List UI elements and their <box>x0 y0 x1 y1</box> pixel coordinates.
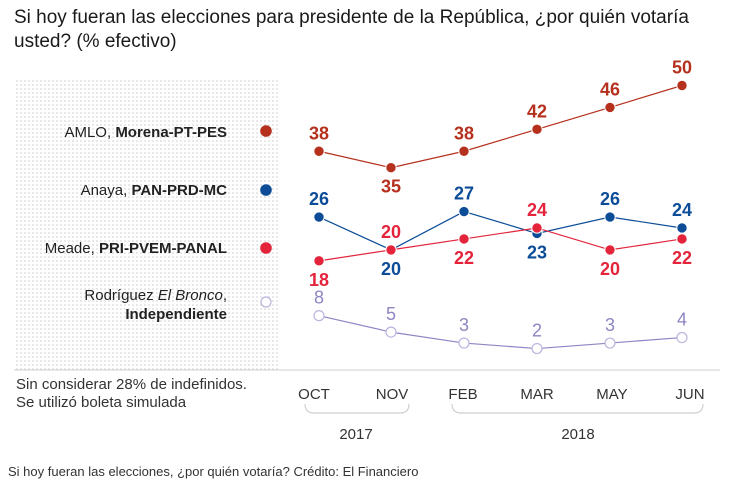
data-point-meade[interactable] <box>604 244 616 256</box>
series-line-anaya <box>318 210 683 251</box>
data-point-anaya[interactable] <box>676 222 688 234</box>
data-point-bronco[interactable] <box>531 342 543 355</box>
image-caption: Si hoy fueran las elecciones, ¿por quién… <box>8 464 419 479</box>
data-point-amlo[interactable] <box>313 145 325 157</box>
legend-background <box>14 80 278 370</box>
legend-item-amlo: AMLO, Morena-PT-PES <box>64 123 227 142</box>
data-label-meade: 18 <box>309 270 329 290</box>
data-point-amlo[interactable] <box>676 79 688 92</box>
data-label-meade: 22 <box>672 248 692 268</box>
data-label-amlo: 38 <box>454 123 474 143</box>
legend-meade-name: Meade, <box>44 240 99 257</box>
legend-amlo-party: Morena-PT-PES <box>115 124 227 141</box>
data-point-bronco[interactable] <box>604 337 616 349</box>
data-label-anaya: 26 <box>309 189 329 209</box>
data-label-amlo: 46 <box>600 79 620 99</box>
footnote-line-1: Sin considerar 28% de indefinidos. <box>16 376 247 393</box>
legend-item-meade: Meade, PRI-PVEM-PANAL <box>45 239 227 258</box>
legend-marker-bronco <box>260 296 272 308</box>
year-label-2017: 2017 <box>339 426 373 443</box>
legend-anaya-name: Anaya, <box>80 182 132 199</box>
legend-bronco-party: Independiente <box>125 306 227 323</box>
data-point-amlo[interactable] <box>531 123 543 136</box>
footnote-line-2: Se utilizó boleta simulada <box>16 394 187 411</box>
legend-anaya-party: PAN-PRD-MC <box>131 182 227 199</box>
series-line-bronco <box>318 315 683 350</box>
data-label-meade: 24 <box>527 200 547 220</box>
footnote: Sin considerar 28% de indefinidos. Se ut… <box>16 376 247 412</box>
x-tick-label: FEB <box>448 386 478 403</box>
series-line-meade <box>318 227 683 262</box>
data-label-meade: 20 <box>600 259 620 279</box>
x-tick-label: MAR <box>520 386 554 403</box>
legend-markers <box>260 125 272 308</box>
data-label-amlo: 35 <box>381 177 401 197</box>
chart-title: Si hoy fueran las elecciones para presid… <box>14 7 689 52</box>
data-label-bronco: 8 <box>314 288 324 308</box>
data-point-bronco[interactable] <box>385 326 397 338</box>
legend-marker-meade <box>260 242 272 254</box>
legend-bronco-name: Rodríguez <box>84 287 158 304</box>
data-label-bronco: 2 <box>532 321 542 341</box>
data-label-amlo: 50 <box>672 58 692 78</box>
data-point-bronco[interactable] <box>458 337 470 349</box>
legend-meade-party: PRI-PVEM-PANAL <box>98 240 227 257</box>
x-tick-label: MAY <box>596 386 628 403</box>
data-point-amlo[interactable] <box>604 101 616 114</box>
data-label-meade: 20 <box>381 222 401 242</box>
legend-bronco-comma: , <box>222 287 227 304</box>
data-point-meade[interactable] <box>313 255 325 267</box>
year-2017-bracket <box>304 403 410 414</box>
data-point-meade[interactable] <box>458 233 470 245</box>
data-label-amlo: 38 <box>309 123 329 143</box>
data-point-amlo[interactable] <box>458 145 470 157</box>
data-label-anaya: 20 <box>381 259 401 279</box>
year-label-2018: 2018 <box>561 426 595 443</box>
data-label-anaya: 26 <box>600 189 620 209</box>
legend-bronco-nickname: El Bronco <box>157 287 223 304</box>
x-tick-label: NOV <box>375 386 409 403</box>
data-label-bronco: 3 <box>605 315 615 335</box>
legend-amlo-name: AMLO, <box>64 124 116 141</box>
data-label-anaya: 24 <box>672 200 692 220</box>
data-label-bronco: 4 <box>677 310 687 330</box>
data-point-anaya[interactable] <box>313 211 325 223</box>
data-point-bronco[interactable] <box>676 331 688 344</box>
legend-item-anaya: Anaya, PAN-PRD-MC <box>81 181 227 200</box>
data-label-anaya: 23 <box>527 242 547 262</box>
data-label-meade: 22 <box>454 248 474 268</box>
data-point-anaya[interactable] <box>458 205 470 218</box>
data-point-amlo[interactable] <box>385 162 397 174</box>
series-line-amlo <box>318 84 683 169</box>
legend-marker-amlo <box>260 125 272 137</box>
data-point-meade[interactable] <box>531 222 543 234</box>
data-point-meade[interactable] <box>676 233 688 245</box>
x-tick-label: OCT <box>298 386 330 403</box>
year-2018-bracket <box>451 403 704 414</box>
data-label-amlo: 42 <box>527 101 547 121</box>
x-tick-label: JUN <box>675 386 705 403</box>
legend-item-bronco: Rodríguez El Bronco, Independiente <box>84 286 227 324</box>
data-point-bronco[interactable] <box>313 310 325 322</box>
data-label-bronco: 3 <box>459 315 469 335</box>
data-point-meade[interactable] <box>385 244 397 256</box>
data-label-anaya: 27 <box>454 184 474 204</box>
data-label-bronco: 5 <box>386 304 396 324</box>
legend-marker-anaya <box>260 184 272 196</box>
data-point-anaya[interactable] <box>604 211 616 223</box>
